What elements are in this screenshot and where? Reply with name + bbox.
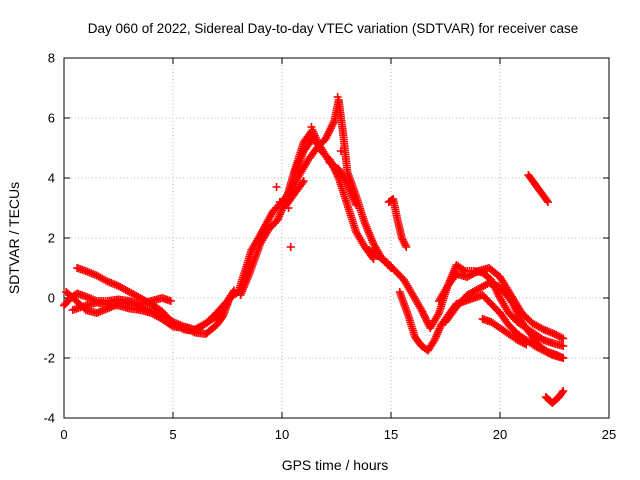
data-point — [543, 198, 552, 206]
y-tick-label: 2 — [48, 231, 55, 246]
grid — [64, 58, 609, 418]
data-point — [336, 147, 345, 155]
x-axis-label: GPS time / hours — [282, 457, 389, 473]
y-tick-label: 0 — [48, 291, 55, 306]
data-point — [559, 334, 568, 343]
data-point — [559, 386, 568, 396]
x-tick-label: 20 — [493, 427, 507, 442]
data-point — [352, 201, 361, 209]
y-tick-label: -2 — [43, 351, 55, 366]
data-points — [59, 93, 568, 408]
y-tick-label: -4 — [43, 411, 55, 426]
axis-ticks — [63, 57, 610, 419]
y-tick-label: 8 — [48, 51, 55, 66]
x-tick-label: 0 — [60, 427, 67, 442]
data-point — [299, 177, 308, 185]
data-point — [522, 340, 531, 349]
data-point — [307, 123, 316, 131]
chart-title: Day 060 of 2022, Sidereal Day-to-day VTE… — [88, 21, 578, 36]
x-tick-label: 5 — [169, 427, 176, 442]
x-tick-label: 25 — [602, 427, 616, 442]
data-point — [559, 353, 568, 363]
data-point — [369, 255, 378, 264]
x-tick-label: 15 — [384, 427, 398, 442]
data-point — [402, 243, 411, 251]
data-point — [166, 296, 175, 306]
data-point — [333, 93, 342, 101]
data-point — [284, 204, 293, 212]
x-tick-label: 10 — [275, 427, 289, 442]
data-point — [272, 183, 281, 191]
y-tick-labels: -4 -2 0 2 4 6 8 — [43, 51, 55, 426]
y-axis-label: SDTVAR / TECUs — [6, 182, 22, 294]
data-point — [286, 243, 295, 251]
y-tick-label: 4 — [48, 171, 55, 186]
x-tick-labels: 0 5 10 15 20 25 — [60, 427, 616, 442]
y-tick-label: 6 — [48, 111, 55, 126]
data-point — [559, 341, 568, 351]
